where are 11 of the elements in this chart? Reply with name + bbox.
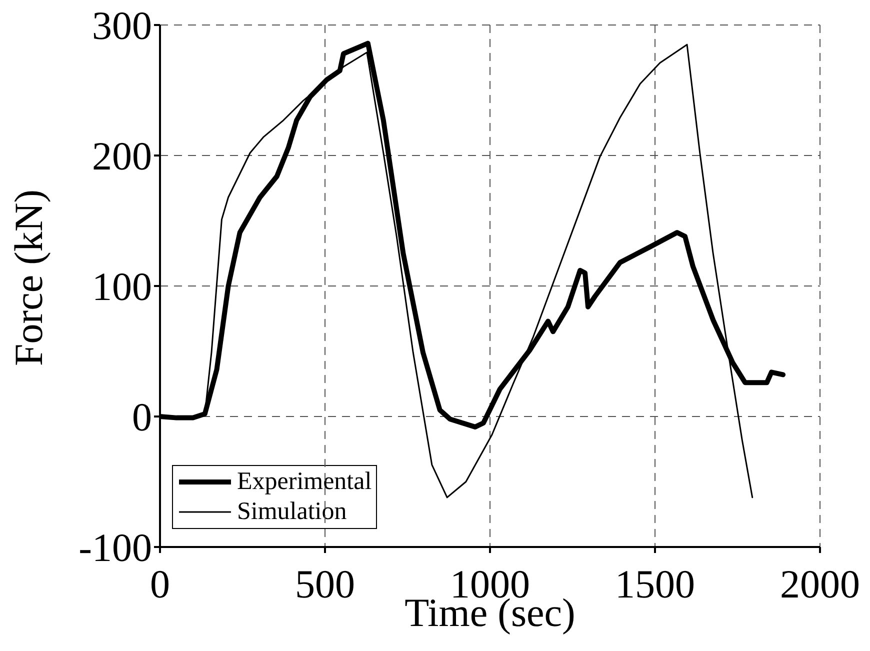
y-tick-label: 0 [132,394,152,440]
legend-label: Experimental [237,467,372,497]
x-tick-label: 500 [295,561,355,606]
x-tick-label: 2000 [780,561,860,606]
y-tick-label: -100 [78,525,152,570]
y-axis-title: Force (kN) [6,189,52,366]
y-tick-label: 100 [92,264,152,310]
y-tick-label: 300 [92,3,152,48]
y-tick-label: 200 [92,134,152,179]
legend-label: Simulation [237,497,347,527]
x-tick-label: 1500 [615,561,695,606]
